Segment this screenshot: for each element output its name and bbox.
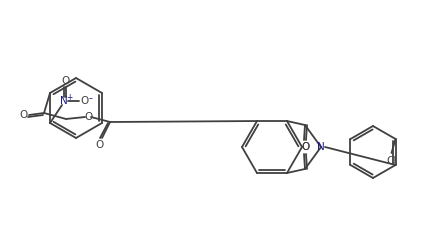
Text: O: O [301,142,309,152]
Text: O: O [19,110,27,120]
Text: O: O [84,112,92,122]
Text: -: - [88,93,92,103]
Text: O: O [301,142,309,152]
Text: O: O [61,76,69,86]
Text: O: O [80,96,88,106]
Text: N: N [60,96,68,106]
Text: O: O [95,140,103,150]
Text: +: + [66,92,72,102]
Text: N: N [317,142,325,152]
Text: Cl: Cl [386,156,397,166]
